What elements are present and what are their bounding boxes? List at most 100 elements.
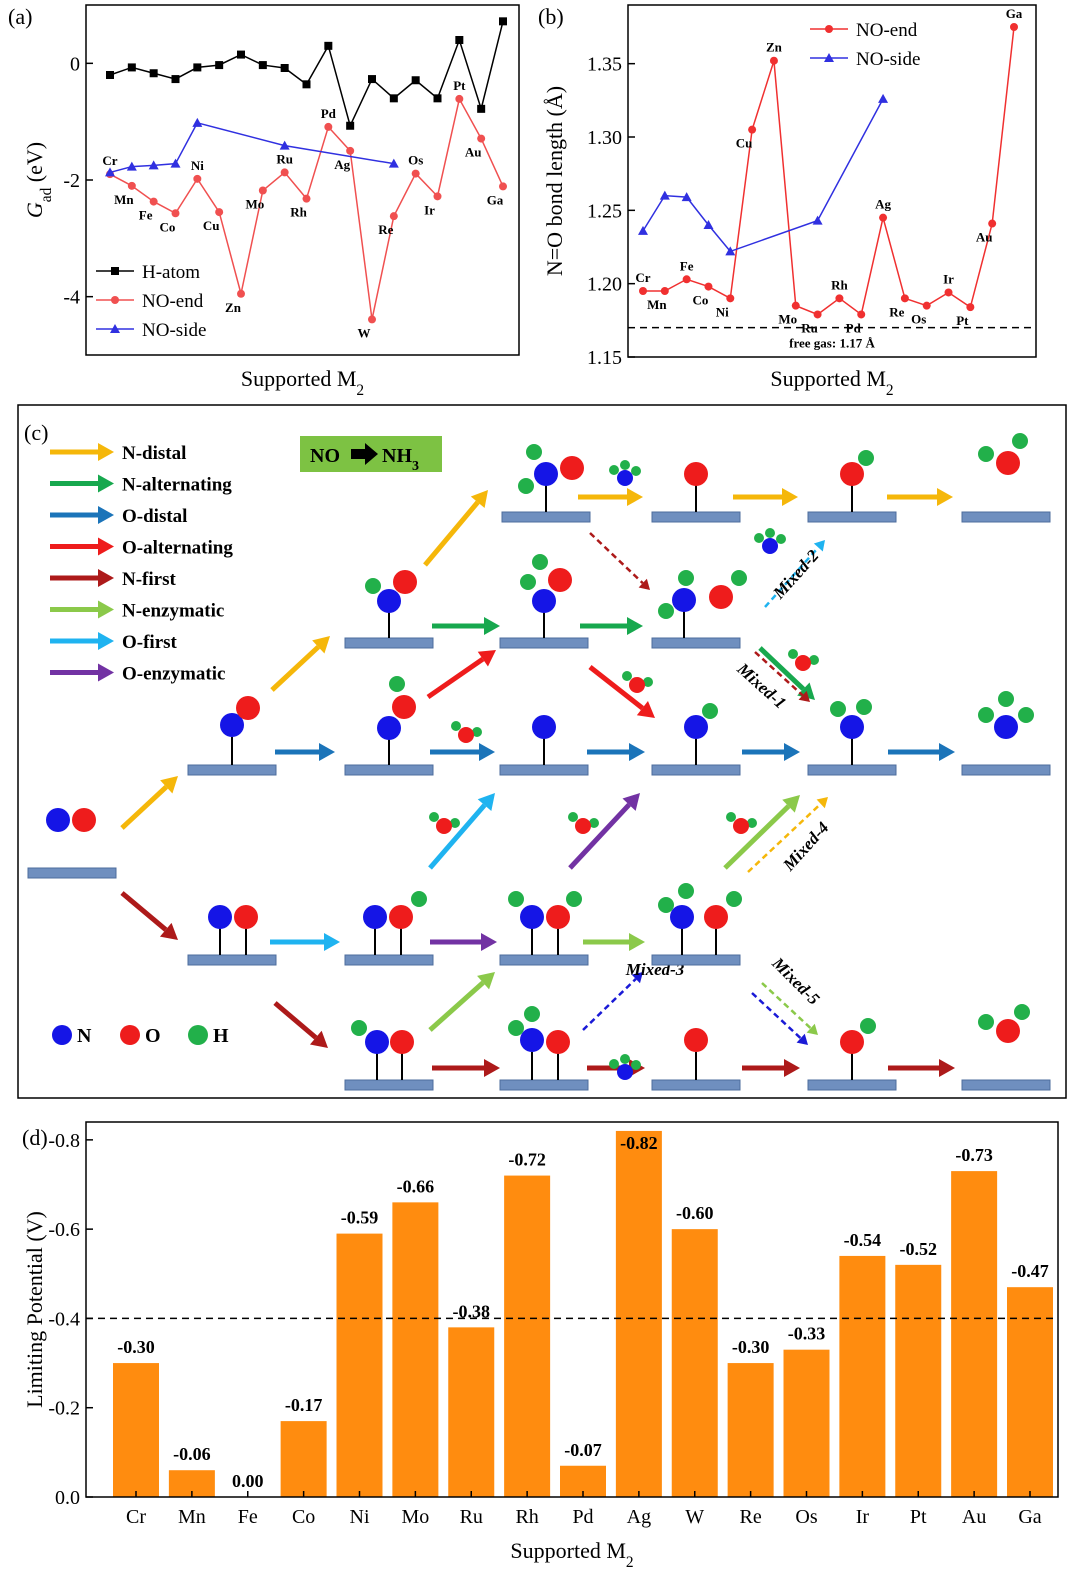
atom-legend-marker [52,1025,72,1045]
data-point [769,56,778,65]
atom [617,1064,633,1080]
atom [765,528,775,538]
data-point [170,158,181,168]
y-axis-label-text: Limiting Potential (V) [22,1211,47,1408]
x-tick-label: Ag [627,1506,651,1528]
pathway-arrow-head [627,488,643,506]
legend-marker [825,25,833,33]
atom [508,891,524,907]
pathway-arrow-head [782,795,800,813]
point-label: Mo [245,197,264,212]
pathway-arrow-head [312,636,330,654]
atom [809,655,819,665]
legend-marker [111,296,119,304]
data-point [106,71,114,79]
reference-label: free gas: 1.17 Å [789,336,875,351]
point-label: Ru [276,151,293,166]
data-point [748,125,757,134]
atom [672,588,696,612]
mixed-arrow [761,982,812,1030]
y-axis-label-sub: ad [38,187,55,202]
pathway-label: O-distal [122,506,187,527]
data-point [1010,23,1018,31]
point-label: Rh [290,205,307,220]
atom [631,1060,641,1070]
pathway-label: N-enzymatic [122,601,224,622]
value-label: -0.52 [900,1239,938,1259]
y-axis-label: Gad (eV) [22,142,55,218]
atom [520,905,544,929]
x-tick-label: Os [795,1506,817,1528]
value-label: -0.54 [844,1230,882,1250]
bar [895,1264,942,1497]
point-label: W [358,325,371,340]
data-point [835,294,844,303]
legend-label: NO-side [142,320,206,341]
point-label: Zn [225,300,242,315]
substrate [961,511,1051,523]
atom [566,891,582,907]
pathway-label: O-enzymatic [122,664,225,685]
atom [234,905,258,929]
atom [520,1028,544,1052]
atom [856,699,872,715]
substrate [961,764,1051,776]
pathway-label: O-alternating [122,538,233,559]
pathway-arrow-head [309,1030,328,1048]
data-point [704,282,713,291]
point-label: Pd [846,320,862,335]
atom [365,1030,389,1054]
legend-arrow-head [98,474,114,493]
data-point [389,212,398,221]
pathway-arrow [120,891,168,932]
atom [363,905,387,929]
data-point [105,167,115,177]
y-tick-label: 0 [70,53,80,75]
atom [731,570,747,586]
data-point [922,301,931,310]
atom [788,649,798,659]
data-point [499,182,507,191]
data-point [302,194,311,203]
point-label: Re [889,304,904,319]
bar [336,1233,383,1497]
atom [617,470,633,486]
point-label: Cu [736,136,753,151]
atom [795,655,811,671]
pathway-arrow-head [481,933,497,951]
plot-frame [85,1121,1059,1498]
atom [840,462,864,486]
atom [389,676,405,692]
data-point [812,215,823,225]
box-to-text: NH [382,445,412,467]
mixed-arrow-head [806,1023,818,1035]
atom [532,589,556,613]
data-point [388,158,399,168]
atom-legend-label: N [77,1025,92,1047]
atom [978,707,994,723]
atom [996,1019,1020,1043]
value-label: -0.17 [285,1395,323,1415]
data-point [346,146,355,155]
x-tick-label: Au [962,1506,986,1528]
x-axis-label-text: Supported M [770,366,886,391]
substrate [344,637,434,649]
data-point [237,289,245,298]
substrate [187,954,277,966]
substrate [651,764,741,776]
box-from: NO [310,445,340,467]
atom [733,818,749,834]
data-point [660,287,669,295]
substrate [807,1079,897,1091]
data-point [900,294,909,303]
atom [1012,433,1028,449]
substrate [651,954,741,966]
pathway-arrow-head [470,490,488,509]
panel-label: (b) [538,4,564,29]
bar [615,1130,662,1497]
data-point [237,50,245,59]
y-tick-label: 0.0 [55,1487,80,1509]
legend-label: NO-end [142,291,204,312]
atom [643,677,653,687]
